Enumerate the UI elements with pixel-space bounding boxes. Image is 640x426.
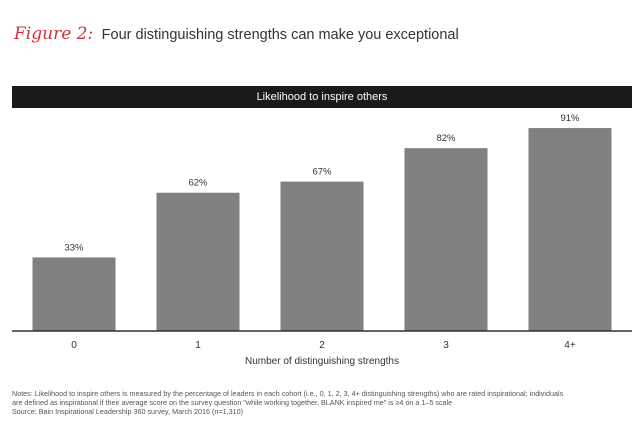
data-label-1: 62% (188, 178, 208, 189)
bar-3 (404, 148, 488, 331)
tick-label-2: 2 (319, 340, 325, 351)
notes-line-2: are defined as inspirational if their av… (12, 398, 453, 408)
tick-label-3: 3 (443, 340, 449, 351)
bar-4+ (528, 128, 612, 331)
tick-label-4+: 4+ (564, 340, 576, 351)
figure-label: Figure 2: (14, 24, 94, 44)
data-label-4+: 91% (560, 113, 580, 124)
bar-2 (280, 181, 364, 331)
figure-title-row: Figure 2: Four distinguishing strengths … (14, 24, 459, 44)
bar-0 (32, 257, 116, 331)
x-axis-label: Number of distinguishing strengths (245, 356, 399, 367)
data-label-2: 67% (312, 167, 332, 178)
figure-title: Four distinguishing strengths can make y… (101, 27, 459, 43)
data-label-0: 33% (64, 242, 84, 253)
tick-label-0: 0 (71, 340, 77, 351)
chart-title: Likelihood to inspire others (256, 91, 388, 103)
notes-source: Source: Bain Inspirational Leadership 36… (12, 407, 244, 417)
tick-label-1: 1 (195, 340, 201, 351)
chart-notes: Notes: Likelihood to inspire others is m… (12, 389, 628, 417)
data-label-3: 82% (436, 133, 456, 144)
notes-line-1: Notes: Likelihood to inspire others is m… (12, 389, 564, 398)
chart-title-bar: Likelihood to inspire others (12, 86, 632, 108)
bar-1 (156, 192, 240, 331)
